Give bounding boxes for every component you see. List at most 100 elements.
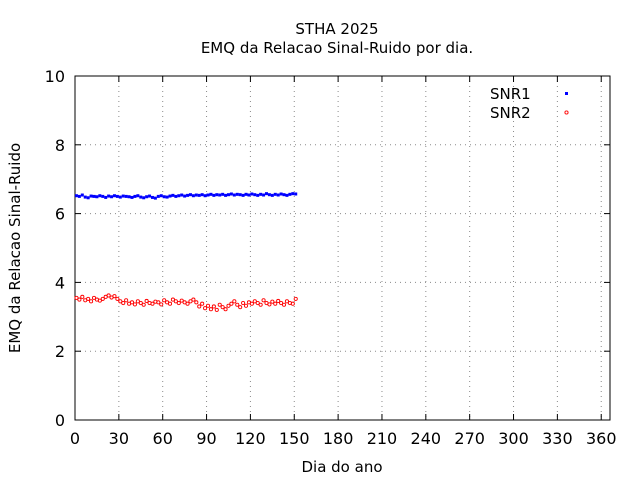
- x-tick-label: 120: [235, 429, 266, 448]
- snr1-point: [215, 193, 219, 197]
- series-snr2: [74, 293, 298, 312]
- snr1-point: [183, 194, 187, 198]
- snr2-point: [214, 307, 219, 312]
- plot-frame: [74, 75, 611, 421]
- snr1-point: [282, 193, 286, 197]
- snr1-point: [130, 195, 134, 199]
- snr1-point: [194, 193, 198, 197]
- snr1-point: [267, 193, 271, 197]
- snr1-point: [188, 193, 192, 197]
- snr1-point: [148, 194, 152, 198]
- snr2-point: [150, 301, 155, 306]
- snr2-point: [267, 302, 272, 307]
- x-tick-label: 150: [279, 429, 310, 448]
- snr1-point: [203, 194, 207, 198]
- snr1-point: [244, 192, 248, 196]
- snr1-point: [212, 193, 216, 197]
- snr2-point: [276, 298, 281, 304]
- chart-title: STHA 2025: [295, 20, 378, 38]
- snr2-point: [255, 300, 260, 306]
- snr2-point: [170, 297, 175, 302]
- snr1-point: [291, 192, 295, 196]
- snr1-point: [276, 193, 280, 197]
- snr2-point: [138, 300, 143, 306]
- snr2-point: [135, 299, 140, 304]
- y-tick-label: 6: [55, 205, 65, 224]
- snr2-point: [235, 302, 240, 307]
- snr2-point: [141, 302, 146, 307]
- legend-marker-snr2: [564, 110, 569, 115]
- snr1-point: [150, 195, 154, 199]
- snr2-point: [80, 294, 85, 299]
- snr2-point: [261, 298, 266, 303]
- legend-marker-snr1: [565, 92, 568, 95]
- snr2-point: [232, 299, 237, 304]
- snr2-point: [273, 301, 278, 306]
- snr1-point: [180, 193, 184, 197]
- x-tick-label: 330: [542, 429, 573, 448]
- x-tick-label: 360: [586, 429, 617, 448]
- snr2-point: [176, 300, 181, 306]
- snr1-point: [226, 193, 230, 197]
- snr2-point: [203, 306, 208, 311]
- snr2-point: [249, 301, 254, 306]
- snr1-point: [177, 194, 181, 198]
- snr2-point: [229, 301, 234, 306]
- x-tick-label: 60: [153, 429, 173, 448]
- snr2-point: [118, 299, 123, 304]
- snr2-point: [197, 304, 202, 309]
- snr1-point: [218, 193, 222, 197]
- snr2-point: [258, 302, 263, 307]
- snr2-point: [281, 302, 287, 307]
- snr2-point: [144, 298, 149, 304]
- snr1-point: [259, 192, 263, 196]
- snr1-point: [80, 193, 84, 197]
- snr2-point: [115, 296, 120, 301]
- snr1-point: [235, 192, 239, 196]
- snr1-point: [83, 195, 87, 199]
- snr1-point: [118, 195, 122, 199]
- y-tick-label: 0: [55, 411, 65, 430]
- snr1-point: [110, 195, 114, 199]
- snr2-point: [211, 304, 216, 309]
- snr1-point: [95, 195, 99, 199]
- snr2-point: [293, 296, 298, 301]
- snr1-point: [270, 193, 274, 197]
- snr1-point: [264, 192, 268, 196]
- x-tick-label: 240: [411, 429, 442, 448]
- x-tick-label: 0: [70, 429, 80, 448]
- snr1-point: [159, 194, 163, 198]
- snr1-point: [142, 196, 146, 200]
- snr2-point: [86, 296, 91, 301]
- snr2-point: [238, 305, 243, 310]
- snr2-point: [185, 301, 190, 306]
- snr1-point: [247, 193, 251, 197]
- snr2-point: [132, 302, 137, 307]
- x-tick-label: 270: [454, 429, 485, 448]
- snr2-point: [205, 303, 211, 308]
- snr1-point: [250, 192, 254, 196]
- axis-ticks: 0 30 60 90 120 150 180 210 240 270 300 330 360 0 2 4 6 8 1…: [45, 67, 617, 448]
- snr2-point: [220, 305, 225, 310]
- snr2-point: [162, 298, 167, 303]
- snr2-point: [194, 300, 199, 305]
- snr1-point: [104, 195, 108, 199]
- y-tick-label: 2: [55, 342, 65, 361]
- snr2-point: [159, 302, 164, 307]
- snr1-point: [174, 194, 178, 198]
- y-tick-label: 10: [45, 67, 65, 86]
- snr2-point: [241, 300, 246, 306]
- snr1-point: [162, 195, 166, 199]
- snr1-point: [92, 194, 96, 198]
- snr1-point: [121, 194, 125, 198]
- snr2-point: [290, 301, 295, 306]
- x-tick-label: 90: [196, 429, 216, 448]
- snr1-point: [238, 193, 242, 197]
- x-tick-label: 180: [323, 429, 354, 448]
- snr1-point: [273, 192, 277, 196]
- snr2-point: [106, 293, 111, 298]
- snr1-point: [294, 192, 298, 196]
- snr1-point: [115, 194, 119, 198]
- x-axis-label: Dia do ano: [301, 458, 382, 476]
- snr1-point: [171, 193, 175, 197]
